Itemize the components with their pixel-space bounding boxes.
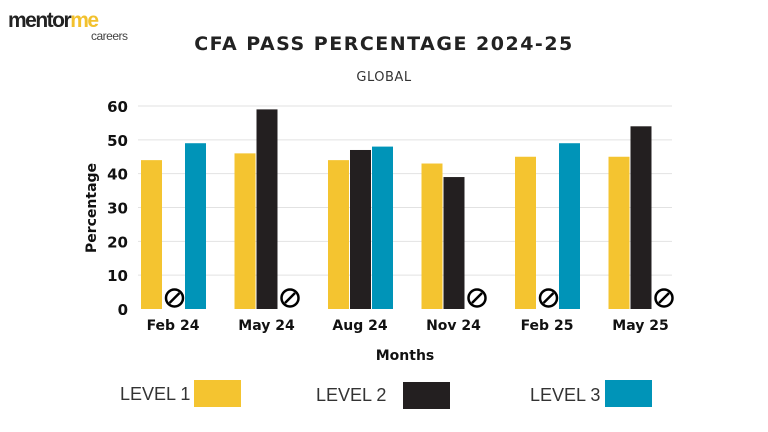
bar-level-1: [608, 156, 630, 309]
bar-level-1: [141, 160, 162, 309]
bar-level-2: [256, 109, 278, 309]
bar-level-2: [630, 126, 652, 309]
y-tick-label: 40: [107, 166, 128, 184]
no-exam-icon: [280, 288, 300, 308]
x-axis-label: Months: [376, 348, 435, 364]
x-tick-label: May 25: [612, 318, 668, 334]
legend-label-level-3: LEVEL 3: [530, 385, 601, 405]
x-tick-label: Feb 24: [147, 318, 200, 334]
legend-label-level-2: LEVEL 2: [316, 385, 387, 405]
bar-level-2: [443, 177, 465, 309]
logo: mentorme careers: [8, 9, 128, 42]
bar-level-3: [559, 143, 580, 309]
bar-level-1: [421, 163, 443, 309]
legend-swatch-level-2: [403, 382, 450, 409]
bar-level-1: [328, 160, 349, 309]
legend-label-level-1: LEVEL 1: [120, 384, 191, 404]
no-exam-icon: [467, 288, 487, 308]
bar-level-3: [185, 143, 206, 309]
y-tick-label: 0: [118, 301, 128, 319]
logo-text: mentorme: [8, 9, 99, 32]
bar-level-3: [372, 146, 393, 309]
x-tick-label: Aug 24: [332, 318, 387, 334]
legend-swatch-level-3: [605, 380, 652, 407]
bar-level-1: [515, 156, 536, 309]
chart-title: CFA PASS PERCENTAGE 2024-25: [194, 33, 574, 55]
x-tick-label: May 24: [238, 318, 295, 334]
no-exam-icon: [654, 288, 674, 308]
y-tick-label: 60: [107, 98, 128, 116]
y-tick-label: 10: [107, 267, 128, 285]
no-exam-icon: [538, 288, 559, 308]
y-axis-label: Percentage: [84, 163, 100, 253]
x-tick-label: Feb 25: [521, 318, 574, 334]
logo-subtext: careers: [91, 29, 128, 43]
bar-level-1: [234, 153, 256, 309]
bar-level-2: [350, 149, 371, 309]
x-tick-label: Nov 24: [426, 318, 481, 334]
y-tick-label: 30: [107, 200, 128, 218]
y-tick-label: 20: [107, 233, 128, 251]
y-tick-label: 50: [107, 132, 128, 150]
no-exam-icon: [164, 288, 185, 308]
chart-subtitle: GLOBAL: [356, 70, 412, 85]
legend-swatch-level-1: [194, 380, 241, 407]
